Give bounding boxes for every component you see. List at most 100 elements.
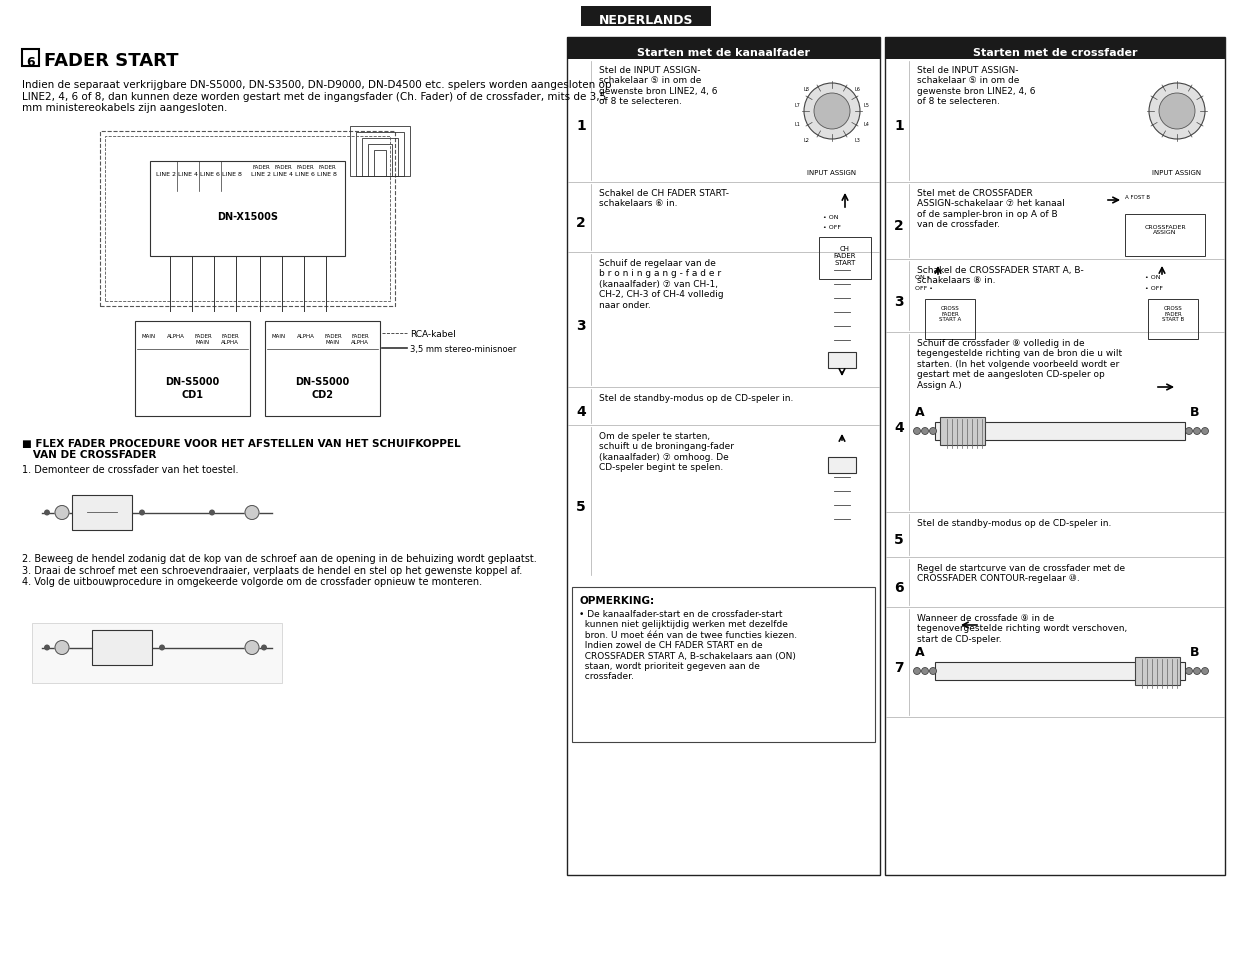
Bar [935,662,1185,680]
Text: FADER
MAIN: FADER MAIN [324,334,341,344]
Bar [350,127,409,177]
Text: Starten met de kanaalfader: Starten met de kanaalfader [637,48,810,58]
Text: 6: 6 [26,56,35,70]
Text: Schuif de regelaar van de
b r o n i n g a n g - f a d e r
(kanaalfader) ⑦ van CH: Schuif de regelaar van de b r o n i n g … [599,258,724,310]
Text: B: B [1190,646,1200,659]
Text: Schakel de CROSSFADER START A, B-
schakelaars ⑧ in.: Schakel de CROSSFADER START A, B- schake… [917,266,1084,285]
Text: 6: 6 [894,580,904,595]
Bar [1124,214,1205,256]
Bar [828,457,856,474]
Circle shape [245,640,259,655]
Text: L7: L7 [794,103,800,108]
Text: 2: 2 [894,219,904,233]
Circle shape [209,510,215,516]
Text: LINE 4: LINE 4 [178,172,198,177]
Circle shape [245,506,259,520]
Text: 3,5 mm stereo-minisnoer: 3,5 mm stereo-minisnoer [409,345,516,354]
Text: 3: 3 [894,294,904,308]
Circle shape [160,645,165,651]
Text: 1: 1 [894,119,904,133]
Text: FADER: FADER [252,165,270,170]
Bar [567,38,880,60]
Text: L1: L1 [794,122,800,127]
Text: Stel de standby-modus op de CD-speler in.: Stel de standby-modus op de CD-speler in… [917,518,1111,527]
Bar [135,322,250,416]
Text: L3: L3 [855,138,861,143]
Text: L2: L2 [804,138,809,143]
Text: L5: L5 [863,103,870,108]
Circle shape [54,506,69,520]
Text: INPUT ASSIGN: INPUT ASSIGN [1153,170,1201,175]
Text: Stel met de CROSSFADER
ASSIGN-schakelaar ⑦ het kanaal
of de sampler-bron in op A: Stel met de CROSSFADER ASSIGN-schakelaar… [917,189,1065,229]
Bar [32,623,282,683]
Circle shape [913,428,920,435]
Bar [105,137,390,302]
Text: L4: L4 [863,122,870,127]
Bar [567,38,880,875]
Text: CD2: CD2 [312,390,334,399]
Text: Stel de INPUT ASSIGN-
schakelaar ⑤ in om de
gewenste bron LINE2, 4, 6
of 8 te se: Stel de INPUT ASSIGN- schakelaar ⑤ in om… [917,66,1035,106]
Circle shape [261,645,267,651]
Circle shape [139,510,145,516]
Bar [935,422,1185,440]
Text: FADER: FADER [296,165,314,170]
Bar [819,237,871,280]
Text: Stel de INPUT ASSIGN-
schakelaar ⑤ in om de
gewenste bron LINE2, 4, 6
of 8 te se: Stel de INPUT ASSIGN- schakelaar ⑤ in om… [599,66,717,106]
Bar [940,417,985,446]
Text: 1. Demonteer de crossfader van het toestel.: 1. Demonteer de crossfader van het toest… [22,464,239,475]
Text: OPMERKING:: OPMERKING: [579,596,654,605]
Bar [374,151,386,177]
Circle shape [913,668,920,675]
Circle shape [1194,668,1200,675]
Text: Starten met de crossfader: Starten met de crossfader [972,48,1137,58]
Text: OFF •: OFF • [915,286,933,291]
Bar [356,132,404,177]
Text: 2. Beweeg de hendel zodanig dat de kop van de schroef aan de opening in de behui: 2. Beweeg de hendel zodanig dat de kop v… [22,554,537,587]
Circle shape [1185,428,1192,435]
Text: A: A [915,646,925,659]
Text: FADER
ALPHA: FADER ALPHA [351,334,369,344]
Text: 2: 2 [576,215,586,230]
Text: 1: 1 [576,119,586,133]
Text: LINE 6: LINE 6 [296,172,315,177]
Circle shape [922,428,929,435]
Circle shape [45,645,49,651]
Text: • ON: • ON [823,214,839,220]
Text: DN-S5000: DN-S5000 [166,376,220,387]
Circle shape [929,668,936,675]
Text: 4: 4 [576,405,586,418]
Circle shape [1201,428,1209,435]
Text: Stel de standby-modus op de CD-speler in.: Stel de standby-modus op de CD-speler in… [599,394,793,402]
Text: INPUT ASSIGN: INPUT ASSIGN [808,170,856,175]
Text: FADER
ALPHA: FADER ALPHA [221,334,239,344]
Text: LINE 4: LINE 4 [273,172,293,177]
Text: • OFF: • OFF [823,225,841,230]
Text: FADER: FADER [318,165,336,170]
Text: DN-S5000: DN-S5000 [296,376,350,387]
Bar [1136,658,1180,685]
Text: MAIN: MAIN [142,334,156,338]
Text: LINE 8: LINE 8 [223,172,242,177]
Bar [884,38,1225,60]
Text: CROSS
FADER
START B: CROSS FADER START B [1162,305,1184,322]
Circle shape [929,428,936,435]
Text: ■ FLEX FADER PROCEDURE VOOR HET AFSTELLEN VAN HET SCHUIFKOPPEL: ■ FLEX FADER PROCEDURE VOOR HET AFSTELLE… [22,438,460,449]
Circle shape [54,640,69,655]
Circle shape [1194,428,1200,435]
Bar [884,38,1225,875]
Text: LINE 2: LINE 2 [156,172,176,177]
Text: Wanneer de crossfade ⑨ in de
tegenovergestelde richting wordt verschoven,
start : Wanneer de crossfade ⑨ in de tegenoverge… [917,614,1127,643]
Text: Indien de separaat verkrijgbare DN-S5000, DN-S3500, DN-D9000, DN-D4500 etc. spel: Indien de separaat verkrijgbare DN-S5000… [22,80,611,113]
Text: Schuif de crossfader ⑨ volledig in de
tegengestelde richting van de bron die u w: Schuif de crossfader ⑨ volledig in de te… [917,338,1122,389]
Text: CH
FADER
START: CH FADER START [834,246,856,266]
Circle shape [1159,94,1195,130]
Bar [1148,299,1197,339]
Bar [265,322,380,416]
Circle shape [1201,668,1209,675]
Text: • ON: • ON [1145,274,1160,280]
Circle shape [1149,84,1205,140]
Circle shape [814,94,850,130]
Bar [22,50,40,67]
Text: FADER: FADER [275,165,292,170]
Text: DN-X1500S: DN-X1500S [216,212,278,222]
